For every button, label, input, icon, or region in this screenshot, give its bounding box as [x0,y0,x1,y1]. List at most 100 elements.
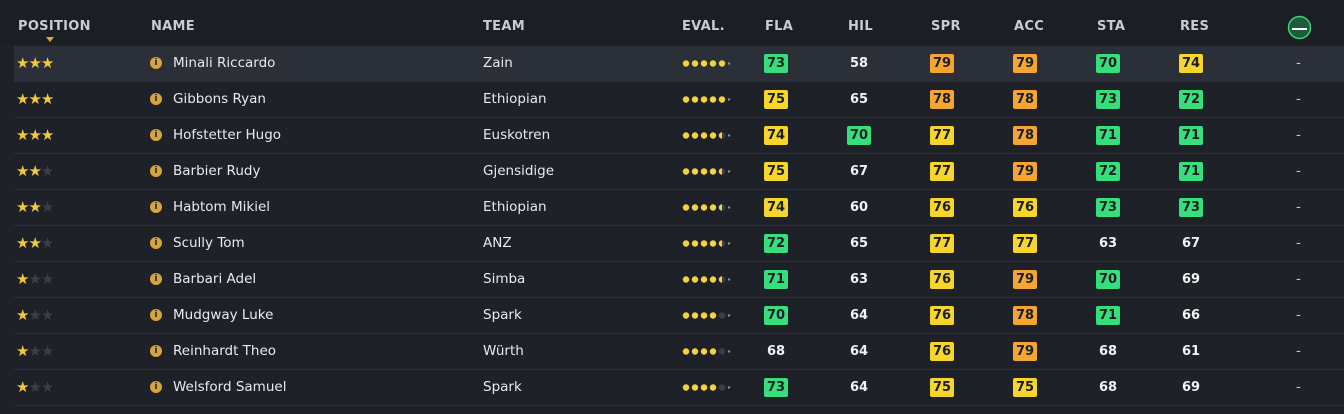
stat-value: 74 [764,126,788,145]
extra-value: - [1296,271,1301,287]
player-name[interactable]: Barbier Rudy [173,163,261,179]
stat-value: 78 [1013,126,1037,145]
info-icon[interactable]: i [150,165,162,177]
stat-value: 65 [849,236,869,251]
eval-dots [682,96,731,103]
info-icon[interactable]: i [150,129,162,141]
eval-dots [682,240,731,247]
star: ★ [16,306,29,324]
stat-value: 60 [849,200,869,215]
player-name[interactable]: Gibbons Ryan [173,91,266,107]
star-rating: ★★★ [16,118,54,153]
star: ★ [28,342,41,360]
stat-value: 73 [764,54,788,73]
extra-value: - [1296,127,1301,143]
star: ★ [16,162,29,180]
column-header[interactable]: TEAM [483,19,525,34]
stat-value: 61 [1181,344,1201,359]
player-name[interactable]: Hofstetter Hugo [173,127,282,143]
info-icon[interactable]: i [150,237,162,249]
player-name[interactable]: Reinhardt Theo [173,343,277,359]
column-header[interactable]: RES [1180,19,1210,34]
player-row[interactable]: ★★★ i Barbari Adel Simba 71 63 76 79 70 69- [14,262,1344,298]
stat-value: 77 [930,126,954,145]
stat-value: 68 [1098,380,1118,395]
stat-value: 76 [1013,198,1037,217]
player-row[interactable]: ★★★ i Mudgway Luke Spark 70 64 76 78 71 66- [14,298,1344,334]
column-header[interactable]: HIL [848,19,873,34]
stat-value: 63 [1098,236,1118,251]
star-rating: ★★★ [16,46,54,81]
info-icon[interactable]: i [150,57,162,69]
stat-value: 73 [764,378,788,397]
stat-value: 73 [1179,198,1203,217]
player-row[interactable]: ★★★ i Welsford Samuel Spark 73 64 75 75 68 69- [14,370,1344,406]
info-icon[interactable]: i [150,93,162,105]
team-name: Zain [483,55,513,71]
player-row[interactable]: ★★★ i Scully Tom ANZ 72 65 77 77 63 67- [14,226,1344,262]
star: ★ [40,198,54,216]
stat-value: 69 [1181,380,1201,395]
team-name: Simba [483,271,526,287]
column-header[interactable]: POSITION [18,19,91,34]
player-row[interactable]: ★★★ i Minali Riccardo Zain 73 58 79 79 70 74- [14,46,1344,82]
column-header[interactable]: SPR [931,19,961,34]
info-icon[interactable]: i [150,309,162,321]
stat-value: 76 [930,342,954,361]
player-row[interactable]: ★★★ i Habtom Mikiel Ethiopian 74 60 76 76 73 73- [14,190,1344,226]
player-name[interactable]: Mudgway Luke [173,307,274,323]
extra-value: - [1296,91,1301,107]
star: ★ [16,342,29,360]
player-name[interactable]: Scully Tom [173,235,245,251]
stat-value: 74 [1179,54,1203,73]
column-header[interactable]: STA [1097,19,1126,34]
stat-value: 58 [849,56,869,71]
extra-value: - [1296,307,1301,323]
stat-value: 72 [764,234,788,253]
stat-value: 67 [1181,236,1201,251]
stat-value: 72 [1179,90,1203,109]
info-icon[interactable]: i [150,201,162,213]
star: ★ [28,126,41,144]
column-header[interactable]: FLA [765,19,794,34]
team-name: Ethiopian [483,199,547,215]
stat-value: 72 [1096,162,1120,181]
column-header[interactable]: NAME [151,19,195,34]
star: ★ [28,306,41,324]
info-icon[interactable]: i [150,345,162,357]
stat-value: 78 [930,90,954,109]
stat-value: 66 [1181,308,1201,323]
player-name[interactable]: Welsford Samuel [173,379,287,395]
info-icon[interactable]: i [150,273,162,285]
player-name[interactable]: Barbari Adel [173,271,257,287]
stat-value: 75 [930,378,954,397]
stat-value: 78 [1013,90,1037,109]
star: ★ [28,378,41,396]
stat-value: 75 [764,162,788,181]
star: ★ [16,270,29,288]
team-name: Ethiopian [483,91,547,107]
star: ★ [16,234,29,252]
player-row[interactable]: ★★★ i Gibbons Ryan Ethiopian 75 65 78 78 73 72- [14,82,1344,118]
player-row[interactable]: ★★★ i Reinhardt Theo Würth 68 64 76 79 68 61- [14,334,1344,370]
extra-value: - [1296,199,1301,215]
star: ★ [28,198,41,216]
stat-value: 65 [849,92,869,107]
eval-dots [682,60,731,67]
star: ★ [28,54,41,72]
player-row[interactable]: ★★★ i Barbier Rudy Gjensidige 75 67 77 79 72 71- [14,154,1344,190]
player-row[interactable]: ★★★ i Hofstetter Hugo Euskotren 74 70 77 78 71 71… [14,118,1344,154]
stat-value: 69 [1181,272,1201,287]
team-name: ANZ [483,235,512,251]
column-header[interactable]: ACC [1014,19,1045,34]
column-icon[interactable] [1287,15,1312,40]
star: ★ [16,54,29,72]
column-header[interactable]: EVAL. [682,19,725,34]
player-name[interactable]: Minali Riccardo [173,55,276,71]
player-name[interactable]: Habtom Mikiel [173,199,271,215]
stat-value: 73 [1096,198,1120,217]
info-icon[interactable]: i [150,381,162,393]
stat-value: 74 [764,198,788,217]
star-rating: ★★★ [16,298,54,333]
stat-value: 71 [764,270,788,289]
